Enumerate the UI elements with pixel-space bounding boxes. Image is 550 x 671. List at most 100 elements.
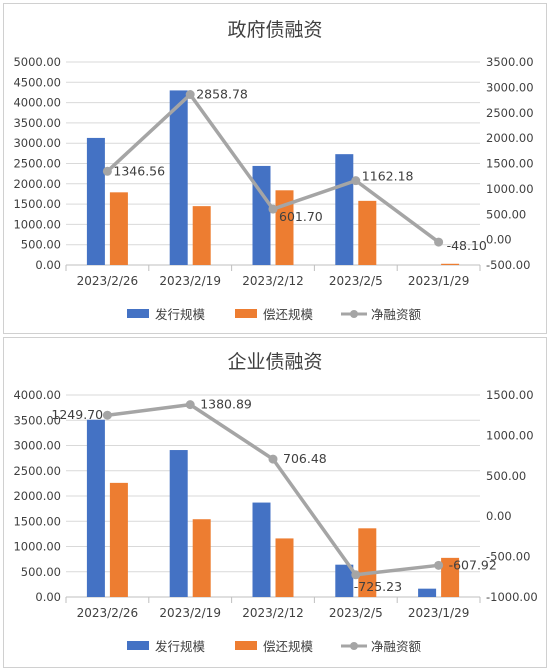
x-tick-label: 2023/1/29 <box>408 274 470 288</box>
bar-issuance <box>86 137 105 265</box>
y-tick-label: 500.00 <box>21 238 61 252</box>
legend-label: 发行规模 <box>155 639 206 654</box>
x-tick-label: 2023/2/5 <box>329 606 383 620</box>
y2-tick-label: 0.00 <box>486 233 512 247</box>
y-tick-label: 2500.00 <box>13 157 61 171</box>
data-label: 1346.56 <box>113 163 165 178</box>
data-label: 1162.18 <box>362 169 414 184</box>
bar-repayment <box>358 200 377 265</box>
y-tick-label: 5000.00 <box>13 55 61 69</box>
net-financing-point <box>351 176 361 186</box>
legend-label: 偿还规模 <box>263 639 314 654</box>
bar-issuance <box>169 90 188 265</box>
net-financing-point <box>434 237 444 247</box>
bar-issuance <box>169 450 188 597</box>
y2-tick-label: -500.00 <box>486 550 530 564</box>
y2-tick-label: 500.00 <box>486 469 526 483</box>
y-tick-label: 2000.00 <box>13 177 61 191</box>
bar-repayment <box>275 190 294 265</box>
net-financing-point <box>102 166 112 176</box>
y2-tick-label: 1000.00 <box>486 182 534 196</box>
legend-swatch <box>127 641 149 650</box>
y-tick-label: 1000.00 <box>13 540 61 554</box>
y-tick-label: 1500.00 <box>13 514 61 528</box>
y2-tick-label: 1500.00 <box>486 157 534 171</box>
legend-swatch <box>235 309 257 318</box>
net-financing-point <box>185 90 195 100</box>
data-label: -607.92 <box>449 557 497 572</box>
bar-repayment <box>192 206 211 265</box>
y-tick-label: 3500.00 <box>13 116 61 130</box>
net-financing-point <box>434 560 444 570</box>
bar-repayment <box>109 192 128 265</box>
y2-tick-label: -1000.00 <box>486 590 538 604</box>
data-label: 601.70 <box>279 209 323 224</box>
chart-panel-corporate-bond: 企业债融资 0.00 500.00 1000.00 1500.00 2000.00 250… <box>3 337 547 668</box>
y2-tick-label: 1500.00 <box>486 388 534 402</box>
net-financing-point <box>102 410 112 420</box>
y-tick-label: 3000.00 <box>13 439 61 453</box>
x-tick-label: 2023/2/19 <box>159 274 221 288</box>
data-label: 1249.70 <box>51 407 103 422</box>
y-tick-label: 4000.00 <box>13 388 61 402</box>
y-tick-label: 1000.00 <box>13 217 61 231</box>
legend-swatch <box>127 309 149 318</box>
legend-label: 发行规模 <box>155 307 206 322</box>
bar-issuance <box>418 588 437 597</box>
chart-svg: 政府债融资 0.00 500.00 1000.00 1500.00 2000.00 250… <box>13 19 534 322</box>
y2-tick-label: 1000.00 <box>486 428 534 442</box>
data-label: -48.10 <box>447 238 487 253</box>
x-tick-label: 2023/2/26 <box>77 274 139 288</box>
y-tick-label: 0.00 <box>35 258 61 272</box>
y2-tick-label: 2500.00 <box>486 106 534 120</box>
bar-repayment <box>441 557 460 597</box>
y2-tick-label: -500.00 <box>486 258 530 272</box>
y-tick-label: 2500.00 <box>13 464 61 478</box>
bar-issuance <box>86 419 105 597</box>
y2-tick-label: 3500.00 <box>486 55 534 69</box>
bar-repayment <box>358 528 377 597</box>
net-financing-line <box>107 402 439 577</box>
legend-swatch <box>235 641 257 650</box>
y-tick-label: 1500.00 <box>13 197 61 211</box>
data-label: 1380.89 <box>200 397 252 412</box>
y-tick-label: 0.00 <box>35 590 61 604</box>
net-financing-point <box>268 204 278 214</box>
y2-tick-label: 2000.00 <box>486 131 534 145</box>
chart-svg: 企业债融资 0.00 500.00 1000.00 1500.00 2000.00 250… <box>13 351 538 654</box>
legend-swatch-marker <box>350 642 358 650</box>
data-label: 2858.78 <box>196 87 248 102</box>
y-tick-label: 4000.00 <box>13 96 61 110</box>
net-financing-point <box>351 570 361 580</box>
net-financing-point <box>185 400 195 410</box>
bar-repayment <box>441 263 460 265</box>
x-tick-label: 2023/2/19 <box>159 606 221 620</box>
bar-repayment <box>192 519 211 597</box>
bar-issuance <box>252 502 271 597</box>
x-tick-label: 2023/2/12 <box>242 274 304 288</box>
bar-issuance <box>335 564 354 597</box>
legend-swatch-marker <box>350 310 358 318</box>
bar-repayment <box>109 482 128 597</box>
legend-label: 净融资额 <box>371 307 422 322</box>
bar-issuance <box>335 154 354 265</box>
y-tick-label: 4500.00 <box>13 75 61 89</box>
y-tick-label: 500.00 <box>21 565 61 579</box>
y2-tick-label: 0.00 <box>486 509 512 523</box>
chart-title: 企业债融资 <box>227 351 322 373</box>
legend-label: 净融资额 <box>371 639 422 654</box>
net-financing-point <box>268 454 278 464</box>
y-tick-label: 2000.00 <box>13 489 61 503</box>
x-tick-label: 2023/2/26 <box>77 606 139 620</box>
bar-issuance <box>252 165 271 265</box>
y-tick-label: 3000.00 <box>13 136 61 150</box>
y-tick-label: 3500.00 <box>13 413 61 427</box>
x-tick-label: 2023/2/5 <box>329 274 383 288</box>
legend-label: 偿还规模 <box>263 307 314 322</box>
x-tick-label: 2023/2/12 <box>242 606 304 620</box>
data-label: -725.23 <box>354 579 402 594</box>
data-label: 706.48 <box>283 451 327 466</box>
chart-title: 政府债融资 <box>227 19 322 41</box>
y2-tick-label: 3000.00 <box>486 80 534 94</box>
x-tick-label: 2023/1/29 <box>408 606 470 620</box>
